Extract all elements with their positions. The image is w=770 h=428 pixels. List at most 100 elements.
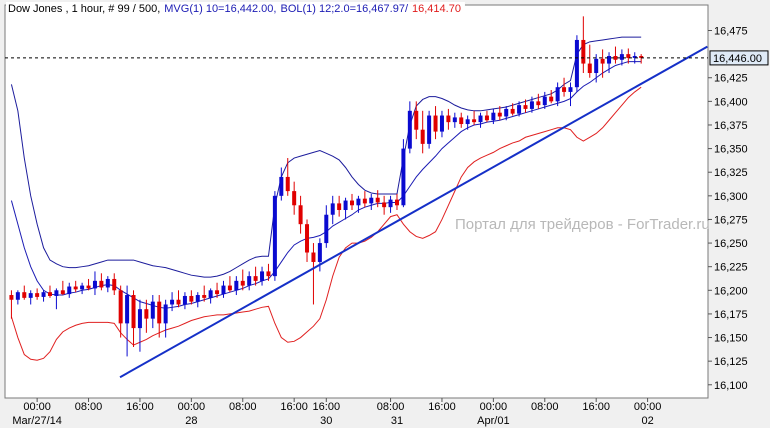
candle-body bbox=[337, 203, 342, 211]
candle-body bbox=[600, 58, 605, 64]
candle-body bbox=[369, 197, 374, 204]
candle-body bbox=[28, 293, 33, 298]
header: Dow Jones , 1 hour, # 99 / 500, MVG(1) 10… bbox=[8, 3, 461, 15]
candle-body bbox=[41, 292, 46, 297]
x-tick-label: 16:00 bbox=[280, 401, 308, 413]
candle-body bbox=[22, 292, 27, 298]
candle-body bbox=[517, 105, 522, 114]
candle-body bbox=[73, 286, 78, 290]
candle-body bbox=[324, 214, 329, 244]
candle-body bbox=[626, 54, 631, 58]
candle-body bbox=[401, 148, 406, 206]
candle-body bbox=[439, 115, 444, 132]
trendline bbox=[119, 45, 708, 379]
y-tick-label: 16,275 bbox=[714, 214, 748, 226]
candle-body bbox=[285, 176, 290, 192]
candle-body bbox=[15, 292, 20, 300]
candle-body bbox=[150, 301, 155, 319]
candle-body bbox=[465, 119, 470, 125]
candle-body bbox=[144, 309, 149, 319]
y-tick-label: 16,400 bbox=[714, 96, 748, 108]
candle-body bbox=[388, 199, 393, 208]
y-tick-label: 16,250 bbox=[714, 238, 748, 250]
candle-body bbox=[594, 58, 599, 74]
candle-body bbox=[67, 286, 72, 295]
candle-body bbox=[182, 295, 187, 305]
header-part: Dow Jones , 1 hour, # 99 / 500, bbox=[8, 3, 160, 15]
header-part: 16,414.70 bbox=[412, 3, 461, 15]
x-tick-label: 08:00 bbox=[229, 401, 257, 413]
candle-body bbox=[382, 202, 387, 208]
candle-body bbox=[221, 285, 226, 295]
x-tick-label: 08:00 bbox=[531, 401, 559, 413]
plot-content: Портал для трейдеров - ForTrader.ru Dow J… bbox=[5, 2, 710, 379]
candle-body bbox=[459, 117, 464, 125]
candle-body bbox=[420, 129, 425, 144]
candle-body bbox=[350, 200, 355, 206]
candle-body bbox=[208, 290, 213, 298]
y-tick-label: 16,375 bbox=[714, 120, 748, 132]
candle-body bbox=[407, 110, 412, 149]
date-label: Apr/01 bbox=[477, 415, 509, 427]
candle-body bbox=[163, 304, 168, 324]
candle-body bbox=[504, 108, 509, 117]
y-tick-label: 16,125 bbox=[714, 356, 748, 368]
candle-body bbox=[484, 115, 489, 121]
candle-body bbox=[105, 278, 110, 288]
x-tick-label: 08:00 bbox=[377, 401, 405, 413]
axes: 16,100 16,125 16,150 16,175 16,200 16,225 16,2… bbox=[12, 26, 769, 427]
y-tick-label: 16,100 bbox=[714, 380, 748, 392]
y-tick-label: 16,200 bbox=[714, 285, 748, 297]
candle-body bbox=[562, 87, 567, 92]
candle-body bbox=[247, 276, 252, 286]
candle-body bbox=[279, 176, 284, 196]
x-tick-label: 00:00 bbox=[634, 401, 662, 413]
candle-body bbox=[427, 115, 432, 144]
candle-body bbox=[189, 295, 194, 302]
candle-body bbox=[491, 112, 496, 121]
candle-body bbox=[581, 39, 586, 64]
candle-body bbox=[99, 280, 104, 288]
candle-body bbox=[54, 290, 59, 296]
current-price-label: 16,446.00 bbox=[713, 53, 762, 65]
x-tick-label: 00:00 bbox=[178, 401, 206, 413]
x-tick-label: 00:00 bbox=[23, 401, 51, 413]
candle-body bbox=[227, 285, 232, 291]
candle-body bbox=[497, 112, 502, 117]
candle-body bbox=[195, 295, 200, 302]
candle-body bbox=[272, 195, 277, 277]
candle-body bbox=[452, 117, 457, 123]
candle-body bbox=[80, 285, 85, 290]
candle-body bbox=[607, 56, 612, 64]
candle-body bbox=[266, 271, 271, 277]
candle-body bbox=[613, 56, 618, 60]
candle-body bbox=[202, 295, 207, 298]
candle-body bbox=[9, 295, 14, 300]
y-tick-label: 16,300 bbox=[714, 191, 748, 203]
y-tick-label: 16,425 bbox=[714, 73, 748, 85]
date-label: 02 bbox=[641, 415, 653, 427]
candle-body bbox=[555, 87, 560, 102]
header-part: MVG(1) 10=16,442.00, bbox=[164, 3, 276, 15]
candle-body bbox=[260, 271, 265, 281]
y-tick-label: 16,150 bbox=[714, 333, 748, 345]
candle-body bbox=[311, 252, 316, 262]
candle-body bbox=[298, 205, 303, 225]
candle-body bbox=[60, 290, 65, 295]
candle-body bbox=[47, 292, 52, 296]
candle-body bbox=[176, 299, 181, 305]
candle-body bbox=[568, 87, 573, 92]
candle-body bbox=[478, 115, 483, 123]
candle-body bbox=[639, 56, 644, 58]
y-tick-label: 16,175 bbox=[714, 309, 748, 321]
current-price-box bbox=[709, 50, 769, 66]
candle-body bbox=[433, 115, 438, 132]
header-part: BOL(1) 12;2.0=16,467.97/ bbox=[280, 3, 408, 15]
candle-body bbox=[619, 54, 624, 60]
indicator-line bbox=[10, 86, 642, 361]
candle-body bbox=[472, 119, 477, 123]
candle-body bbox=[330, 203, 335, 215]
candle-body bbox=[118, 290, 123, 324]
candle-body bbox=[362, 198, 367, 204]
